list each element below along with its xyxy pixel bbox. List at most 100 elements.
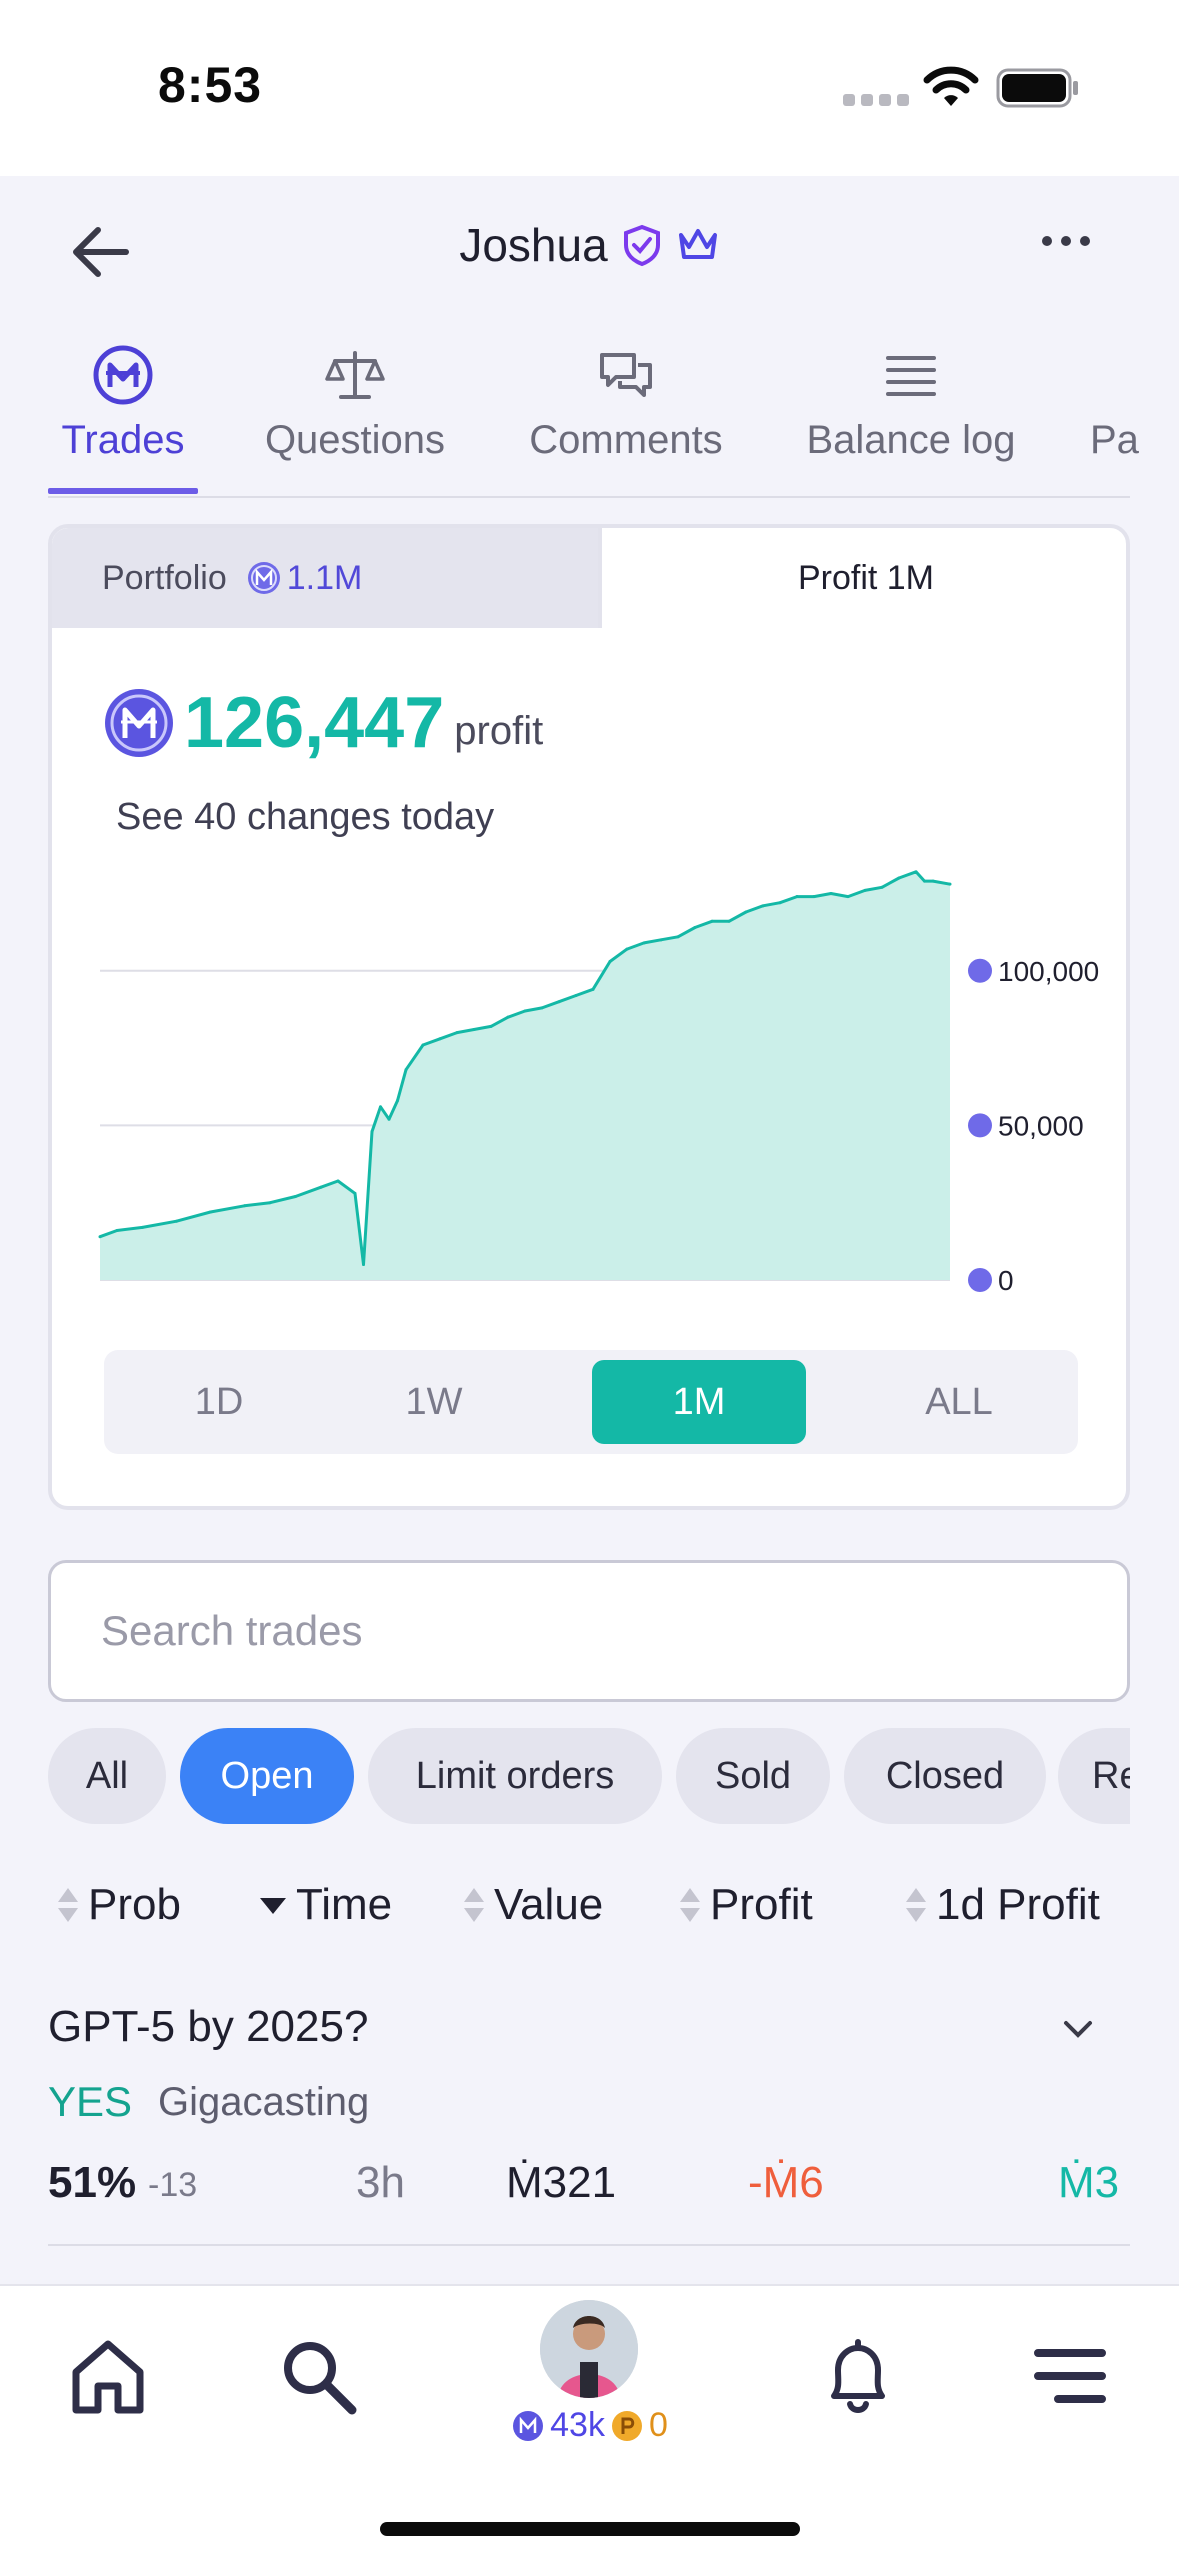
chart-point bbox=[404, 1068, 408, 1072]
chart-point bbox=[795, 895, 799, 899]
portfolio-tab[interactable]: Portfolio 1.1M bbox=[52, 528, 598, 628]
tab-label: Balance log bbox=[806, 418, 1016, 462]
sort-prob[interactable]: Prob bbox=[56, 1880, 181, 1930]
nav-search[interactable] bbox=[268, 2326, 368, 2426]
chart-point bbox=[387, 1117, 391, 1121]
tab-balance-log[interactable]: Balance log bbox=[800, 340, 1022, 463]
sort-label: 1d Profit bbox=[936, 1880, 1100, 1929]
chart-point bbox=[540, 1006, 544, 1010]
changes-link[interactable]: See 40 changes today bbox=[116, 796, 495, 838]
trade-profit: -Ṁ6 bbox=[748, 2158, 824, 2207]
sort-label: Value bbox=[494, 1880, 604, 1929]
tab-label: Questions bbox=[264, 418, 446, 462]
chart-point bbox=[115, 1229, 119, 1233]
filter-all[interactable]: All bbox=[48, 1728, 166, 1824]
chart-point bbox=[923, 879, 926, 883]
chart-point bbox=[778, 901, 782, 905]
chart-point bbox=[710, 919, 714, 923]
mana-coin-icon bbox=[968, 958, 992, 983]
chart-point bbox=[438, 1037, 442, 1041]
avatar[interactable] bbox=[540, 2300, 638, 2398]
portfolio-label: Portfolio bbox=[102, 558, 227, 597]
range-1m[interactable]: 1M bbox=[592, 1360, 806, 1444]
sort-profit[interactable]: Profit bbox=[678, 1880, 813, 1930]
status-bar: 8:53 bbox=[0, 0, 1179, 176]
prize-coin-icon bbox=[611, 2410, 642, 2441]
list-icon bbox=[886, 356, 936, 396]
chart-point bbox=[506, 1015, 510, 1019]
balances[interactable]: 43k 0 bbox=[480, 2406, 700, 2445]
y-tick-label: 0 bbox=[998, 1265, 1014, 1296]
sort-toggle-icon bbox=[906, 1888, 926, 1922]
profit-tab[interactable]: Profit 1M bbox=[598, 528, 1126, 628]
trade-question[interactable]: GPT-5 by 2025? bbox=[48, 2002, 369, 2051]
sort-value[interactable]: Value bbox=[462, 1880, 603, 1930]
profit-chart[interactable]: 0 50,000 100,000 bbox=[52, 858, 1126, 1318]
title-group: Joshua bbox=[0, 218, 1179, 272]
chart-area bbox=[100, 871, 950, 1280]
chart-point bbox=[396, 1099, 399, 1103]
back-arrow-icon[interactable] bbox=[66, 222, 136, 282]
mana-icon bbox=[93, 345, 153, 405]
chart-point bbox=[574, 994, 578, 998]
chart-point bbox=[744, 910, 748, 914]
range-all[interactable]: ALL bbox=[925, 1380, 993, 1423]
chart-point bbox=[693, 925, 697, 929]
chevron-down-icon[interactable] bbox=[1058, 2014, 1098, 2044]
sort-label: Prob bbox=[88, 1880, 181, 1929]
chart-point bbox=[897, 876, 901, 880]
chart-point bbox=[642, 941, 646, 945]
trade-outcome: YES bbox=[48, 2078, 133, 2125]
chart-point bbox=[880, 885, 884, 889]
filter-sold[interactable]: Sold bbox=[676, 1728, 830, 1824]
chart-point bbox=[489, 1024, 493, 1028]
tab-partial[interactable]: Pa bbox=[1090, 340, 1179, 463]
mana-coin-icon bbox=[105, 689, 173, 757]
trade-row[interactable]: GPT-5 by 2025? YES Gigacasting 51% -13 3… bbox=[48, 2002, 1130, 2246]
sort-toggle-icon bbox=[464, 1888, 484, 1922]
portfolio-value-text: 1.1M bbox=[286, 558, 363, 597]
tab-questions[interactable]: Questions bbox=[250, 340, 460, 463]
portfolio-value: 1.1M bbox=[247, 558, 363, 598]
mana-coin-icon bbox=[513, 2410, 544, 2441]
portfolio-card: Portfolio 1.1M Profit 1M 126,447 profit … bbox=[48, 524, 1130, 1510]
filter-open[interactable]: Open bbox=[180, 1728, 354, 1824]
chart-point bbox=[659, 938, 663, 942]
chart-point bbox=[863, 888, 867, 892]
chart-point bbox=[98, 1235, 102, 1239]
chart-point bbox=[175, 1219, 178, 1223]
tab-comments[interactable]: Comments bbox=[516, 340, 736, 463]
nav-home[interactable] bbox=[58, 2326, 158, 2426]
trade-prob: 51% bbox=[48, 2158, 137, 2207]
trade-value: Ṁ321 bbox=[506, 2158, 617, 2207]
search-icon bbox=[284, 2342, 357, 2415]
nav-notifications[interactable] bbox=[808, 2326, 908, 2426]
sort-label: Profit bbox=[710, 1880, 813, 1929]
chart-point bbox=[362, 1263, 365, 1267]
search-input[interactable] bbox=[101, 1599, 1081, 1663]
trade-prob-change: -13 bbox=[148, 2166, 198, 2204]
trade-creator[interactable]: Gigacasting bbox=[158, 2080, 370, 2124]
tab-trades[interactable]: Trades bbox=[48, 340, 198, 463]
search-trades-box bbox=[48, 1560, 1130, 1702]
chart-point bbox=[141, 1225, 144, 1229]
trade-1d-profit: Ṁ3 bbox=[1058, 2158, 1120, 2207]
battery-icon bbox=[996, 68, 1078, 108]
sort-time[interactable]: Time bbox=[258, 1880, 392, 1930]
y-tick-label: 100,000 bbox=[998, 956, 1099, 987]
nav-menu[interactable] bbox=[1020, 2326, 1120, 2426]
range-1w[interactable]: 1W bbox=[405, 1380, 463, 1423]
chart-point bbox=[421, 1043, 425, 1047]
range-1d[interactable]: 1D bbox=[194, 1380, 244, 1423]
prize-balance: 0 bbox=[648, 2406, 668, 2444]
active-tab-indicator bbox=[48, 488, 198, 494]
home-indicator bbox=[380, 2522, 800, 2536]
tabs-divider bbox=[48, 496, 1130, 498]
sort-toggle-icon bbox=[58, 1888, 78, 1922]
chart-point bbox=[948, 882, 952, 886]
filter-limit-orders[interactable]: Limit orders bbox=[368, 1728, 662, 1824]
sort-1d-profit[interactable]: 1d Profit bbox=[904, 1880, 1100, 1930]
filter-partial[interactable]: Re bbox=[1058, 1728, 1130, 1824]
more-options-icon[interactable] bbox=[1042, 236, 1090, 246]
filter-closed[interactable]: Closed bbox=[844, 1728, 1046, 1824]
